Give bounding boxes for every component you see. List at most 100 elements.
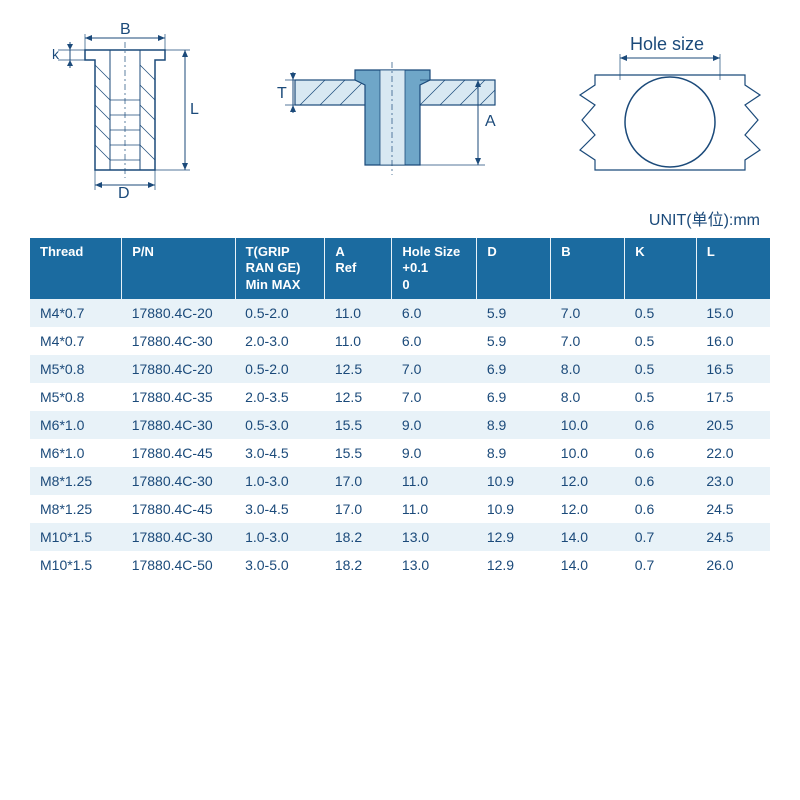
cell-thread: M4*0.7 (30, 327, 122, 355)
cell-pn: 17880.4C-30 (122, 411, 235, 439)
dim-A: A (485, 113, 496, 130)
cell-pn: 17880.4C-50 (122, 551, 235, 579)
cell-b: 12.0 (551, 467, 625, 495)
dim-B: B (120, 21, 131, 38)
cell-t: 3.0-4.5 (235, 495, 325, 523)
cell-b: 10.0 (551, 411, 625, 439)
cell-hole: 9.0 (392, 411, 477, 439)
cell-t: 3.0-5.0 (235, 551, 325, 579)
table-row: M8*1.2517880.4C-453.0-4.517.011.010.912.… (30, 495, 770, 523)
cell-k: 0.6 (625, 467, 697, 495)
cell-l: 15.0 (696, 299, 770, 327)
table-header: Thread P/N T(GRIP RAN GE) Min MAX A Ref … (30, 238, 770, 299)
cell-pn: 17880.4C-20 (122, 355, 235, 383)
cell-t: 1.0-3.0 (235, 467, 325, 495)
cell-hole: 11.0 (392, 495, 477, 523)
dim-hole-size: Hole size (630, 34, 704, 54)
cell-pn: 17880.4C-45 (122, 495, 235, 523)
cell-d: 10.9 (477, 467, 551, 495)
unit-label: UNIT(单位):mm (30, 206, 770, 230)
cell-thread: M10*1.5 (30, 523, 122, 551)
cell-hole: 9.0 (392, 439, 477, 467)
cell-k: 0.5 (625, 299, 697, 327)
cell-a: 11.0 (325, 299, 392, 327)
th-k: K (625, 238, 697, 299)
cell-b: 14.0 (551, 523, 625, 551)
cell-thread: M6*1.0 (30, 439, 122, 467)
cell-b: 12.0 (551, 495, 625, 523)
diagram-hole-size: Hole size (570, 20, 770, 200)
cell-b: 7.0 (551, 327, 625, 355)
dim-L: L (190, 101, 199, 118)
cell-pn: 17880.4C-35 (122, 383, 235, 411)
cell-b: 8.0 (551, 355, 625, 383)
cell-thread: M4*0.7 (30, 299, 122, 327)
cell-d: 5.9 (477, 327, 551, 355)
cell-k: 0.5 (625, 383, 697, 411)
dim-D: D (118, 185, 130, 200)
diagrams-row: B k L D (30, 20, 770, 200)
th-a: A Ref (325, 238, 392, 299)
diagram-side-section: B k L D (30, 20, 210, 200)
cell-l: 16.0 (696, 327, 770, 355)
table-row: M5*0.817880.4C-352.0-3.512.57.06.98.00.5… (30, 383, 770, 411)
cell-thread: M10*1.5 (30, 551, 122, 579)
cell-a: 15.5 (325, 411, 392, 439)
cell-d: 8.9 (477, 411, 551, 439)
table-row: M5*0.817880.4C-200.5-2.012.57.06.98.00.5… (30, 355, 770, 383)
spec-table: Thread P/N T(GRIP RAN GE) Min MAX A Ref … (30, 238, 770, 579)
cell-hole: 11.0 (392, 467, 477, 495)
cell-hole: 7.0 (392, 383, 477, 411)
th-t: T(GRIP RAN GE) Min MAX (235, 238, 325, 299)
cell-t: 0.5-2.0 (235, 299, 325, 327)
cell-d: 8.9 (477, 439, 551, 467)
cell-k: 0.6 (625, 439, 697, 467)
cell-hole: 13.0 (392, 523, 477, 551)
cell-pn: 17880.4C-30 (122, 523, 235, 551)
cell-l: 20.5 (696, 411, 770, 439)
cell-d: 10.9 (477, 495, 551, 523)
cell-hole: 13.0 (392, 551, 477, 579)
dim-k: k (52, 46, 60, 62)
cell-l: 17.5 (696, 383, 770, 411)
table-row: M10*1.517880.4C-503.0-5.018.213.012.914.… (30, 551, 770, 579)
cell-l: 26.0 (696, 551, 770, 579)
cell-d: 12.9 (477, 523, 551, 551)
cell-k: 0.6 (625, 495, 697, 523)
cell-b: 8.0 (551, 383, 625, 411)
cell-thread: M6*1.0 (30, 411, 122, 439)
table-row: M8*1.2517880.4C-301.0-3.017.011.010.912.… (30, 467, 770, 495)
diagram-installed: T A (275, 20, 505, 200)
cell-thread: M5*0.8 (30, 355, 122, 383)
cell-l: 24.5 (696, 495, 770, 523)
table-row: M6*1.017880.4C-300.5-3.015.59.08.910.00.… (30, 411, 770, 439)
cell-k: 0.7 (625, 523, 697, 551)
cell-a: 15.5 (325, 439, 392, 467)
cell-k: 0.5 (625, 355, 697, 383)
cell-a: 17.0 (325, 495, 392, 523)
cell-a: 18.2 (325, 551, 392, 579)
cell-t: 2.0-3.5 (235, 383, 325, 411)
cell-hole: 6.0 (392, 327, 477, 355)
table-row: M6*1.017880.4C-453.0-4.515.59.08.910.00.… (30, 439, 770, 467)
th-l: L (696, 238, 770, 299)
table-row: M4*0.717880.4C-302.0-3.011.06.05.97.00.5… (30, 327, 770, 355)
cell-pn: 17880.4C-45 (122, 439, 235, 467)
cell-hole: 7.0 (392, 355, 477, 383)
th-thread: Thread (30, 238, 122, 299)
cell-b: 7.0 (551, 299, 625, 327)
cell-t: 2.0-3.0 (235, 327, 325, 355)
cell-pn: 17880.4C-30 (122, 327, 235, 355)
cell-d: 6.9 (477, 355, 551, 383)
cell-pn: 17880.4C-30 (122, 467, 235, 495)
cell-k: 0.7 (625, 551, 697, 579)
cell-b: 10.0 (551, 439, 625, 467)
table-body: M4*0.717880.4C-200.5-2.011.06.05.97.00.5… (30, 299, 770, 579)
cell-l: 22.0 (696, 439, 770, 467)
cell-t: 0.5-3.0 (235, 411, 325, 439)
cell-d: 12.9 (477, 551, 551, 579)
cell-k: 0.5 (625, 327, 697, 355)
cell-b: 14.0 (551, 551, 625, 579)
table-row: M4*0.717880.4C-200.5-2.011.06.05.97.00.5… (30, 299, 770, 327)
dim-T: T (277, 85, 287, 102)
